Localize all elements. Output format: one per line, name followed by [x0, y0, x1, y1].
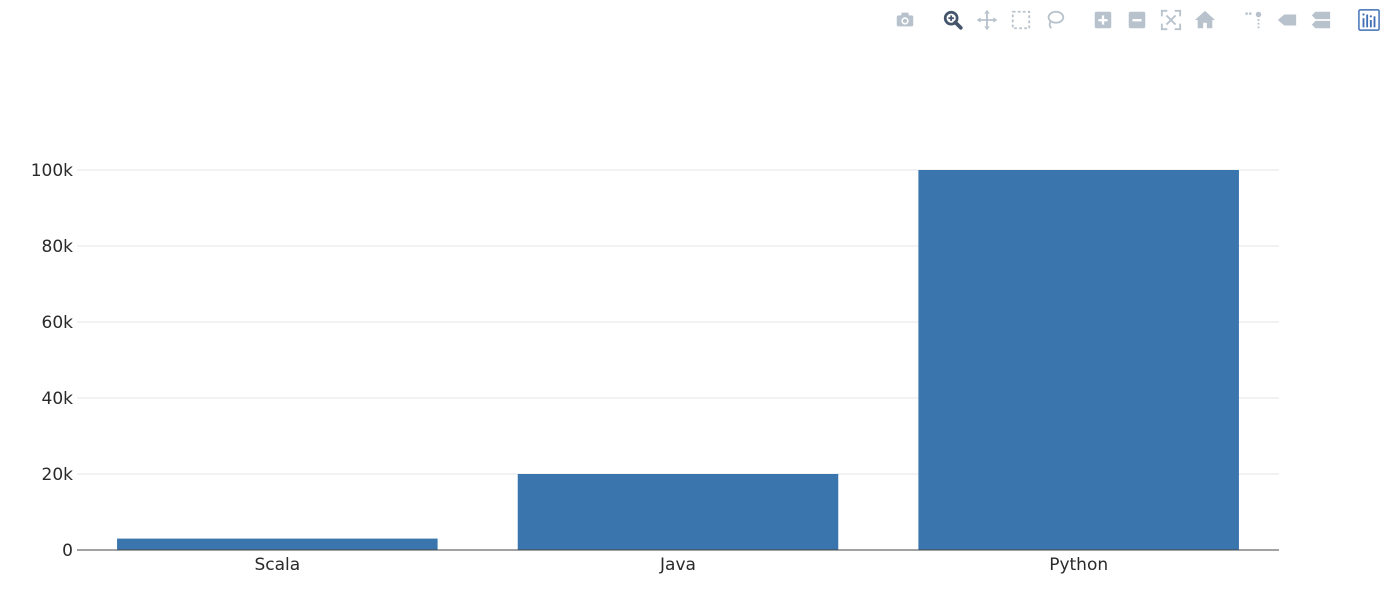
zoom-icon — [943, 10, 963, 30]
plotly-logo-icon — [1358, 9, 1380, 31]
y-axis-ticks: 0 20k 40k 60k 80k 100k — [31, 161, 73, 561]
bar-scala[interactable] — [117, 538, 438, 550]
spike-lines-button[interactable] — [1236, 6, 1270, 34]
pan-icon — [976, 9, 998, 31]
plotly-logo-button[interactable] — [1352, 6, 1386, 34]
x-tick-label: Scala — [254, 555, 300, 575]
zoom-in-button[interactable] — [1086, 6, 1120, 34]
autoscale-button[interactable] — [1154, 6, 1188, 34]
modebar-group — [1086, 6, 1222, 34]
reset-axes-button[interactable] — [1188, 6, 1222, 34]
modebar — [874, 6, 1386, 34]
modebar-group — [936, 6, 1072, 34]
reset-axes-icon — [1194, 10, 1216, 29]
zoom-out-icon — [1128, 11, 1146, 29]
y-tick-label: 0 — [62, 541, 73, 561]
bar-python[interactable] — [918, 170, 1239, 550]
hover-closest-icon — [1277, 14, 1297, 26]
box-select-icon — [1011, 10, 1031, 30]
autoscale-icon — [1160, 9, 1182, 31]
modebar-group — [1236, 6, 1338, 34]
camera-icon — [896, 12, 914, 27]
hover-compare-icon — [1311, 11, 1331, 29]
modebar-group — [888, 6, 922, 34]
lasso-select-icon — [1047, 10, 1065, 29]
x-tick-label: Java — [659, 555, 696, 575]
bar-java[interactable] — [517, 474, 839, 550]
y-tick-label: 40k — [42, 389, 74, 409]
spike-lines-icon — [1245, 11, 1262, 29]
y-tick-label: 100k — [31, 161, 73, 181]
y-tick-label: 20k — [42, 465, 74, 485]
pan-button[interactable] — [970, 6, 1004, 34]
lasso-select-button[interactable] — [1038, 6, 1072, 34]
modebar-group — [1352, 6, 1386, 34]
y-tick-label: 80k — [42, 237, 74, 257]
zoom-button[interactable] — [936, 6, 970, 34]
zoom-in-icon — [1094, 11, 1112, 29]
hover-compare-button[interactable] — [1304, 6, 1338, 34]
bars — [117, 170, 1239, 550]
x-axis-ticks: Scala Java Python — [254, 555, 1108, 575]
y-tick-label: 60k — [42, 313, 74, 333]
box-select-button[interactable] — [1004, 6, 1038, 34]
camera-button[interactable] — [888, 6, 922, 34]
zoom-out-button[interactable] — [1120, 6, 1154, 34]
hover-closest-button[interactable] — [1270, 6, 1304, 34]
x-tick-label: Python — [1049, 555, 1108, 575]
